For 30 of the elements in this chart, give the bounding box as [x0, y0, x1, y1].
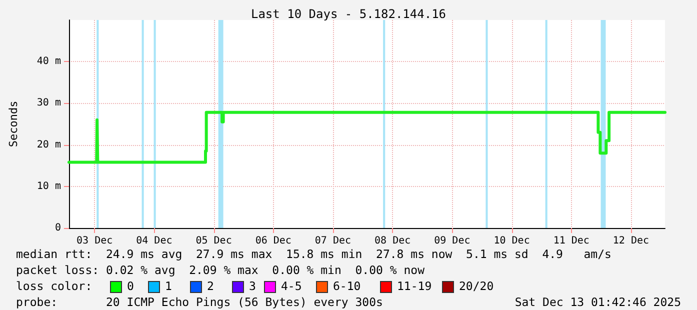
text: median rtt: 24.9 ms avg 27.9 ms max 15.8 ms min 27.8 ms now 5.1 ms sd 4.9 am/s	[16, 247, 612, 261]
x-tick-label: 09 Dec	[434, 236, 470, 246]
text: loss color:	[16, 279, 92, 293]
x-tick-label: 08 Dec	[374, 236, 411, 246]
y-tick-label: 40 m	[36, 56, 61, 68]
text: 11-19	[397, 279, 432, 293]
x-tick-label: 12 Dec	[612, 236, 650, 246]
x-tick-label: 10 Dec	[494, 236, 530, 246]
x-tick-label: 03 Dec	[76, 236, 113, 246]
text: 4-5	[281, 279, 302, 293]
y-tick-label: 10 m	[36, 180, 61, 192]
y-tick-label: 30 m	[36, 98, 61, 109]
x-tick-label: 06 Dec	[255, 236, 292, 246]
y-tick-label: 20 m	[36, 139, 61, 150]
text: 1	[165, 279, 172, 293]
y-tick-label: 0	[54, 222, 61, 234]
x-tick-label: 04 Dec	[136, 236, 172, 246]
text: 20/20	[459, 279, 494, 293]
text: Sat Dec 13 01:42:46 2025	[514, 295, 681, 309]
text: 6-10	[333, 279, 361, 293]
text: packet loss: 0.02 % avg 2.09 % max 0.00 % min 0.00 % now	[16, 263, 424, 277]
x-tick-label: 11 Dec	[553, 236, 590, 246]
text: 0	[127, 279, 134, 293]
y-axis-title: Seconds	[7, 100, 20, 148]
text: 3	[249, 279, 256, 293]
text: 2	[207, 279, 214, 293]
x-tick-label: 07 Dec	[314, 236, 352, 246]
text: probe: 20 ICMP Echo Pings (56 Bytes) every 300s	[16, 295, 383, 309]
chart-title: Last 10 Days - 5.182.144.16	[250, 7, 446, 21]
x-tick-label: 05 Dec	[196, 236, 232, 246]
